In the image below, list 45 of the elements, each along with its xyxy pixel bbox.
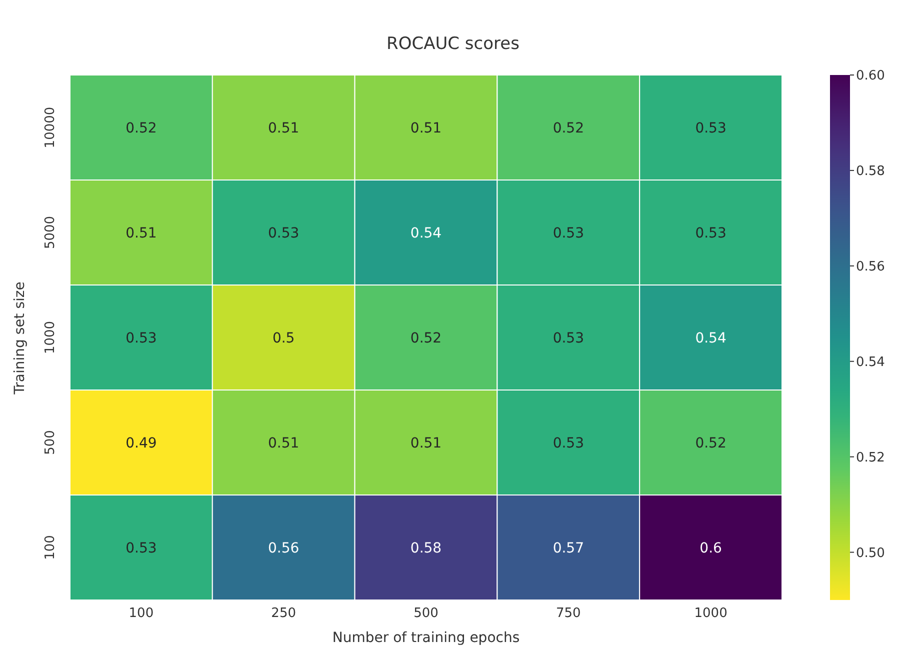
data-label: 0.57 [552,540,584,556]
data-label: 0.54 [695,330,726,346]
data-label: 0.52 [410,330,442,346]
colour-scale: 0.50 0.52 0.54 0.56 0.58 0.60 [830,8,900,648]
data-label: 0.51 [268,435,300,452]
x-tick-label: 750 [556,606,581,622]
data-label: 0.53 [126,540,157,556]
data-label: 0.51 [410,120,442,136]
data-label: 0.53 [552,330,584,346]
data-label: 0.51 [268,120,300,136]
data-label: 0.51 [410,435,442,452]
data-label: 0.52 [126,120,157,136]
data-label: 0.52 [552,120,584,136]
data-label: 0.56 [268,540,300,556]
color-bar-label: 0.56 [856,260,885,275]
y-tick-label: 500 [43,430,58,455]
x-tick-label: 250 [271,606,296,622]
data-label: 0.5 [272,330,295,346]
data-label: 0.53 [552,225,584,242]
x-tick-label: 100 [128,606,154,622]
y-tick-label: 1000 [43,320,58,354]
color-bar-label: 0.58 [856,164,885,180]
data-label: 0.53 [268,225,300,242]
data-label: 0.58 [410,540,442,556]
x-tick-label: 1000 [694,606,728,622]
data-label: 0.53 [695,120,726,136]
color-bar-label: 0.50 [856,546,885,561]
y-axis-title: Training set size [12,281,28,394]
y-tick-label: 10000 [43,106,58,148]
chart-title: ROCAUC scores [386,34,520,54]
y-tick-label: 5000 [43,216,58,250]
color-bar-label: 0.60 [856,68,885,84]
data-label: 0.49 [126,435,157,452]
data-label: 0.53 [126,330,157,346]
data-label: 0.53 [552,435,584,452]
data-label: 0.52 [695,435,726,452]
data-label: 0.54 [410,225,442,242]
y-tick-label: 100 [43,535,58,560]
color-bar-label: 0.52 [856,450,885,466]
data-label: 0.6 [700,540,722,556]
color-bar-label: 0.54 [856,354,885,370]
x-tick-label: 500 [414,606,438,622]
data-label: 0.51 [126,225,157,242]
data-label: 0.53 [695,225,726,242]
x-axis-title: Number of training epochs [331,630,521,646]
